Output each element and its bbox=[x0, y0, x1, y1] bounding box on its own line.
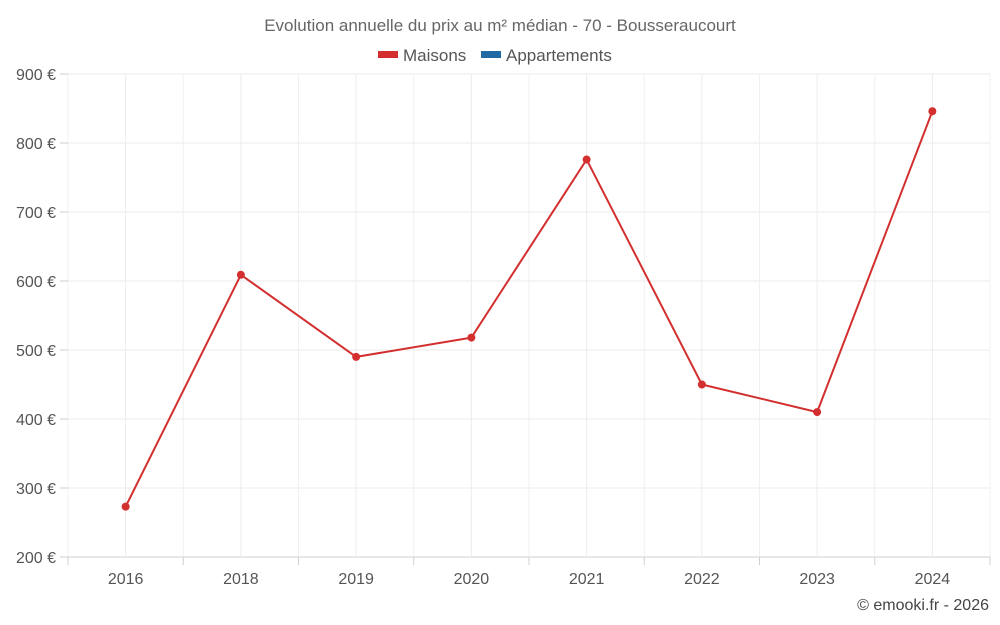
grid bbox=[67, 73, 991, 558]
plot-area bbox=[121, 107, 937, 511]
y-tick-label: 600 € bbox=[16, 274, 56, 291]
legend: Maisons Appartements bbox=[378, 46, 612, 65]
y-tick-label: 700 € bbox=[16, 205, 56, 222]
y-tick-label: 300 € bbox=[16, 481, 56, 498]
y-axis: 200 € 300 € 400 € 500 € 600 € 700 € 800 € 900 € bbox=[16, 67, 68, 567]
legend-item-maisons[interactable]: Maisons bbox=[378, 46, 466, 65]
y-tick-label: 200 € bbox=[16, 550, 56, 567]
x-tick-label: 2023 bbox=[799, 571, 835, 588]
y-tick-label: 400 € bbox=[16, 412, 56, 429]
legend-label-maisons: Maisons bbox=[403, 46, 466, 65]
legend-swatch-appartements bbox=[481, 51, 501, 58]
x-tick-label: 2020 bbox=[454, 571, 490, 588]
x-tick-label: 2019 bbox=[338, 571, 374, 588]
credit-text: © emooki.fr - 2026 bbox=[857, 597, 989, 614]
y-tick-label: 900 € bbox=[16, 67, 56, 84]
x-tick-label: 2024 bbox=[915, 571, 951, 588]
data-point[interactable] bbox=[121, 502, 130, 511]
x-tick-label: 2018 bbox=[223, 571, 259, 588]
x-axis: 2016 2018 2019 2020 2021 2022 2023 2024 bbox=[67, 557, 991, 588]
y-tick-label: 800 € bbox=[16, 136, 56, 153]
data-point[interactable] bbox=[352, 352, 361, 361]
legend-label-appartements: Appartements bbox=[506, 46, 612, 65]
data-point[interactable] bbox=[928, 107, 937, 116]
data-point[interactable] bbox=[697, 380, 706, 389]
series-line-maisons bbox=[124, 110, 934, 508]
data-point[interactable] bbox=[813, 408, 822, 417]
x-tick-label: 2016 bbox=[108, 571, 144, 588]
data-point[interactable] bbox=[467, 333, 476, 342]
chart-title: Evolution annuelle du prix au m² médian … bbox=[264, 16, 736, 35]
x-tick-label: 2022 bbox=[684, 571, 720, 588]
legend-item-appartements[interactable]: Appartements bbox=[481, 46, 612, 65]
legend-swatch-maisons bbox=[378, 51, 398, 58]
data-point[interactable] bbox=[236, 270, 245, 279]
y-tick-label: 500 € bbox=[16, 343, 56, 360]
x-tick-label: 2021 bbox=[569, 571, 605, 588]
data-point[interactable] bbox=[582, 155, 591, 164]
